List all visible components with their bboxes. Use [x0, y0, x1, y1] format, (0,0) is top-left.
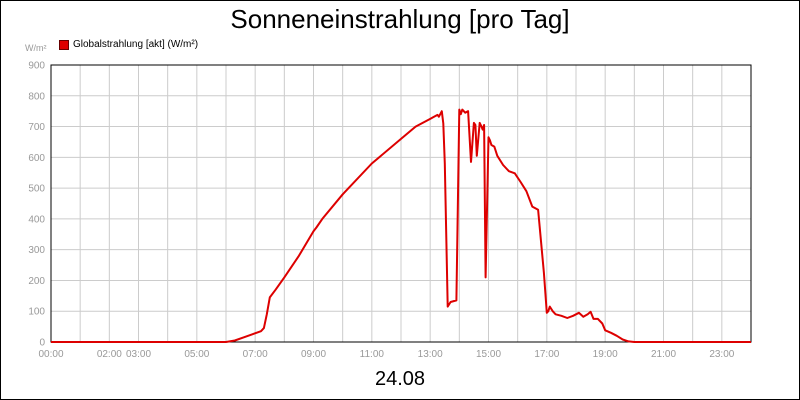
x-tick-label: 05:00: [184, 349, 209, 360]
legend: Globalstrahlung [akt] (W/m²): [59, 39, 198, 50]
x-tick-label: 15:00: [476, 349, 501, 360]
y-axis-unit: W/m²: [25, 43, 47, 53]
plot-border: [50, 64, 752, 343]
y-tick-label: 200: [28, 276, 45, 287]
y-tick-label: 800: [28, 91, 45, 102]
y-tick-label: 100: [28, 307, 45, 318]
series-line: [51, 108, 751, 343]
x-tick-label: 21:00: [651, 349, 676, 360]
x-tick-label: 02:00: [97, 349, 122, 360]
x-tick-label: 19:00: [593, 349, 618, 360]
x-tick-label: 17:00: [534, 349, 559, 360]
legend-swatch: [59, 39, 69, 50]
y-tick-label: 600: [28, 153, 45, 164]
y-tick-label: 700: [28, 122, 45, 133]
x-tick-label: 07:00: [243, 349, 268, 360]
y-tick-label: 400: [28, 214, 45, 225]
legend-label: Globalstrahlung [akt] (W/m²): [73, 39, 199, 50]
y-tick-label: 0: [39, 338, 45, 349]
y-tick-label: 900: [28, 61, 45, 72]
date-label: 24.08: [374, 368, 426, 390]
x-tick-label: 23:00: [709, 349, 734, 360]
x-tick-label: 09:00: [301, 349, 326, 360]
y-tick-label: 300: [28, 245, 45, 256]
y-tick-label: 500: [28, 184, 45, 195]
x-tick-label: 13:00: [418, 349, 443, 360]
chart-title: Sonneneinstrahlung [pro Tag]: [230, 4, 570, 34]
x-tick-label: 11:00: [360, 349, 385, 360]
x-tick-label: 00:00: [38, 349, 63, 360]
x-tick-label: 03:00: [126, 349, 151, 360]
